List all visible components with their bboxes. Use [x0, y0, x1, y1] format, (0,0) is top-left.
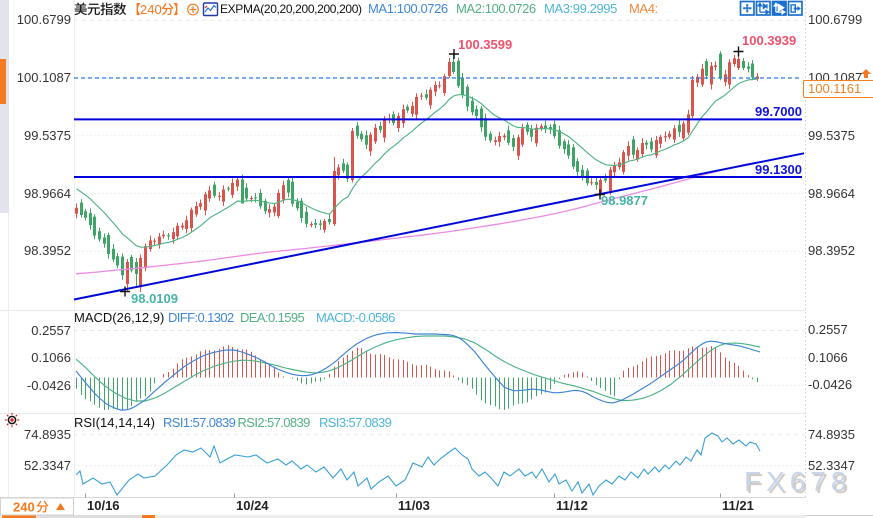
- svg-text:240: 240: [140, 2, 162, 17]
- svg-text:240: 240: [13, 500, 35, 515]
